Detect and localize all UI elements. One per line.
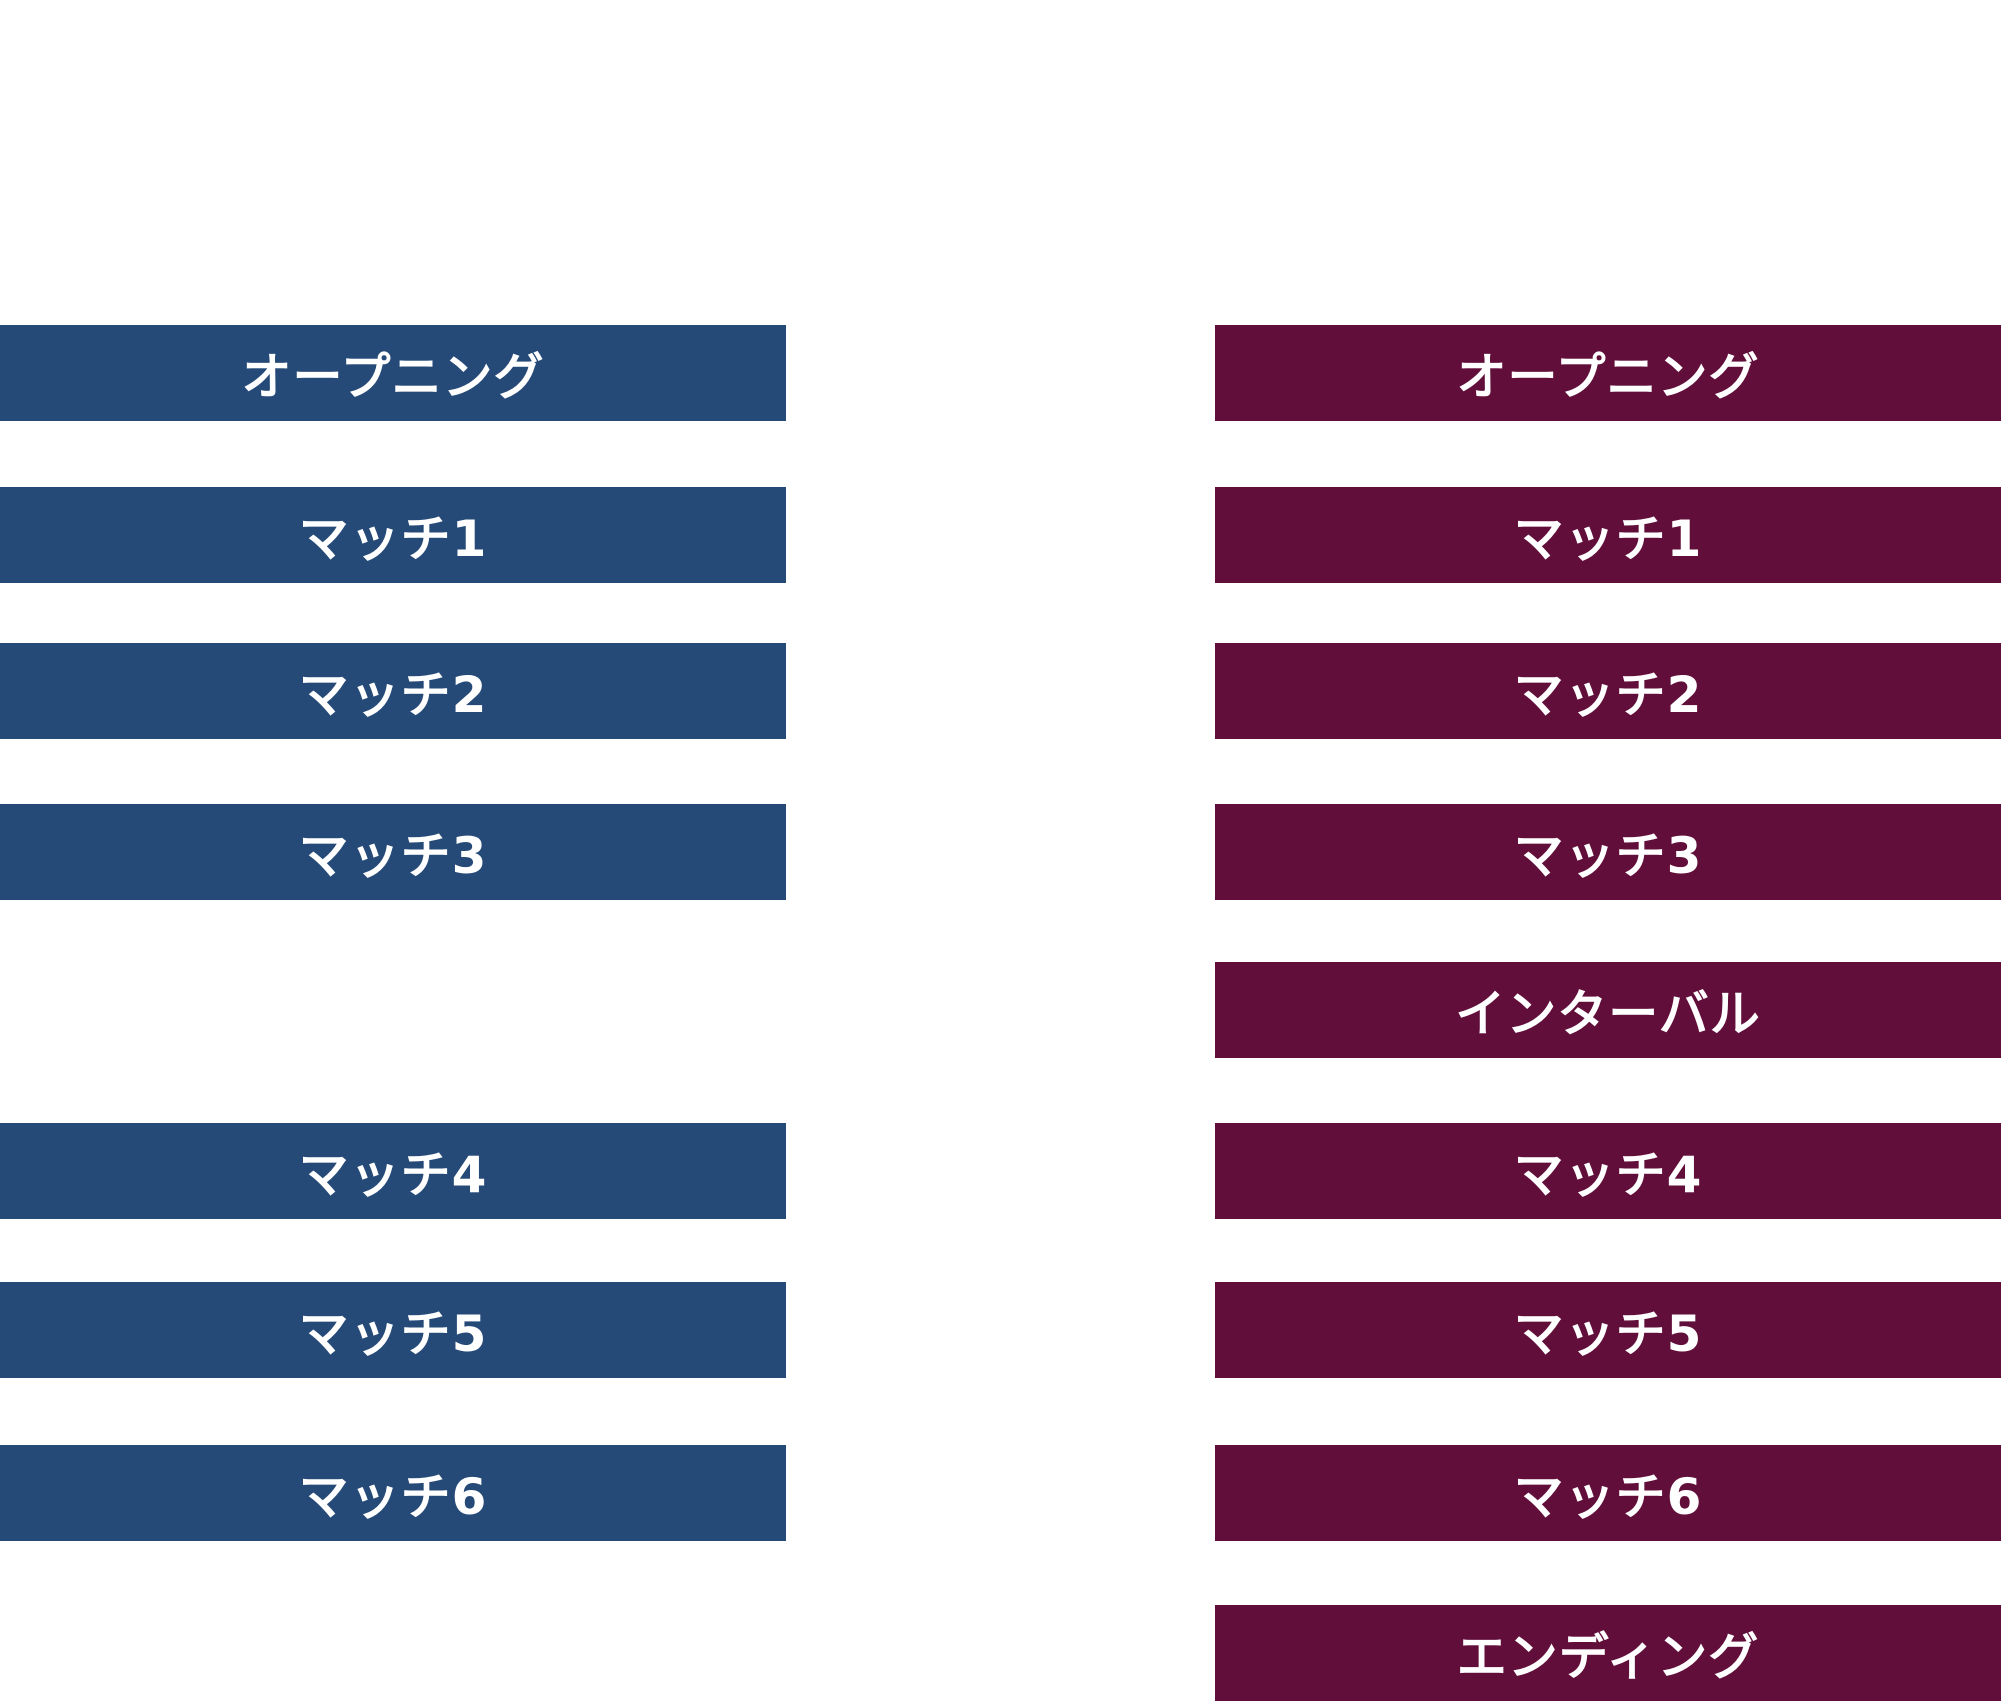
left-item-match-3: マッチ3	[0, 804, 786, 900]
left-item-opening: オープニング	[0, 325, 786, 421]
right-item-ending: エンディング	[1215, 1605, 2001, 1701]
right-item-match-1: マッチ1	[1215, 487, 2001, 583]
right-item-match-6: マッチ6	[1215, 1445, 2001, 1541]
right-item-match-4: マッチ4	[1215, 1123, 2001, 1219]
right-item-interval: インターバル	[1215, 962, 2001, 1058]
left-item-match-1: マッチ1	[0, 487, 786, 583]
right-item-opening: オープニング	[1215, 325, 2001, 421]
right-schedule-column: オープニング マッチ1 マッチ2 マッチ3 インターバル マッチ4 マッチ5 マ…	[1215, 0, 2001, 1701]
left-item-match-4: マッチ4	[0, 1123, 786, 1219]
left-item-match-2: マッチ2	[0, 643, 786, 739]
right-item-match-5: マッチ5	[1215, 1282, 2001, 1378]
left-schedule-column: オープニング マッチ1 マッチ2 マッチ3 マッチ4 マッチ5 マッチ6	[0, 0, 786, 1701]
right-item-match-3: マッチ3	[1215, 804, 2001, 900]
right-item-match-2: マッチ2	[1215, 643, 2001, 739]
left-item-match-5: マッチ5	[0, 1282, 786, 1378]
left-item-match-6: マッチ6	[0, 1445, 786, 1541]
